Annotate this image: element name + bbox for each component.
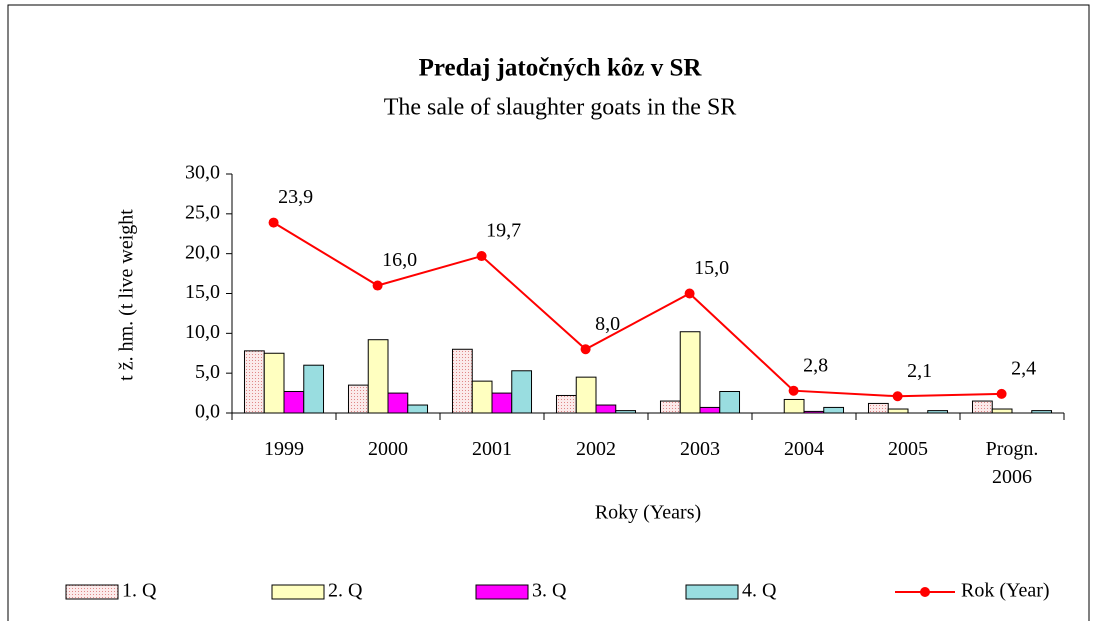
- data-label: 16,0: [382, 249, 417, 271]
- bar: [511, 370, 533, 414]
- line-marker: [892, 391, 903, 402]
- legend-swatch: [65, 584, 119, 600]
- bar: [367, 339, 389, 414]
- bar: [491, 392, 513, 414]
- line-marker: [788, 385, 799, 396]
- line-marker: [684, 288, 695, 299]
- legend-label: 4. Q: [742, 580, 777, 602]
- bar: [887, 408, 909, 414]
- x-tick-label: 2003: [680, 438, 720, 460]
- y-tick-label: 20,0: [185, 241, 220, 263]
- bar: [991, 408, 1013, 414]
- bar: [971, 400, 993, 414]
- x-tick-label: 1999: [264, 438, 304, 460]
- y-tick-label: 10,0: [185, 321, 220, 343]
- bar: [823, 406, 845, 414]
- bar: [407, 404, 429, 414]
- bar: [595, 404, 617, 414]
- chart-subtitle: The sale of slaughter goats in the SR: [384, 95, 737, 121]
- legend-swatch: [475, 584, 529, 600]
- bar: [387, 392, 409, 414]
- x-tick-label: 2001: [472, 438, 512, 460]
- legend-label: 3. Q: [532, 580, 567, 602]
- chart-title: Predaj jatočných kôz v SR: [419, 55, 703, 82]
- bar: [283, 390, 305, 414]
- legend-label: 1. Q: [122, 580, 157, 602]
- line-marker: [580, 344, 591, 355]
- data-label: 2,4: [1011, 357, 1036, 379]
- bar: [451, 348, 473, 414]
- x-tick-label: 2002: [576, 438, 616, 460]
- bar: [471, 380, 493, 414]
- legend-swatch: [685, 584, 739, 600]
- legend-swatch: [271, 584, 325, 600]
- bar: [659, 400, 681, 414]
- line: [273, 221, 1002, 398]
- bar: [719, 390, 741, 414]
- bar: [783, 398, 805, 414]
- x-tick-label: Progn. 2006: [986, 438, 1039, 488]
- bar: [867, 402, 889, 414]
- x-tick-label: 2000: [368, 438, 408, 460]
- bar: [303, 364, 325, 414]
- line-marker: [996, 388, 1007, 399]
- y-tick-label: 25,0: [185, 201, 220, 223]
- y-tick-label: 15,0: [185, 281, 220, 303]
- bar: [555, 394, 577, 414]
- line-marker: [372, 280, 383, 291]
- bar: [699, 406, 721, 414]
- bar: [263, 352, 285, 414]
- x-tick-label: 2005: [888, 438, 928, 460]
- data-label: 2,8: [803, 354, 828, 376]
- frame: [7, 4, 1090, 621]
- y-tick-label: 0,0: [195, 401, 220, 423]
- y-tick-label: 30,0: [185, 162, 220, 184]
- legend-label: Rok (Year): [961, 580, 1050, 602]
- bar: [347, 384, 369, 414]
- data-label: 19,7: [486, 220, 521, 242]
- line-marker: [268, 217, 279, 228]
- x-axis-title: Roky (Years): [595, 502, 701, 524]
- data-label: 15,0: [694, 257, 729, 279]
- line-marker: [476, 251, 487, 262]
- y-axis-title: t ž. hm. (t live weight: [116, 209, 138, 381]
- bar: [575, 376, 597, 414]
- bar: [243, 350, 265, 414]
- y-tick-label: 5,0: [195, 361, 220, 383]
- legend-marker: [920, 587, 930, 597]
- legend-label: 2. Q: [328, 580, 363, 602]
- data-label: 2,1: [907, 360, 932, 382]
- bar: [679, 331, 701, 414]
- data-label: 23,9: [278, 186, 313, 208]
- data-label: 8,0: [595, 313, 620, 335]
- x-tick-label: 2004: [784, 438, 824, 460]
